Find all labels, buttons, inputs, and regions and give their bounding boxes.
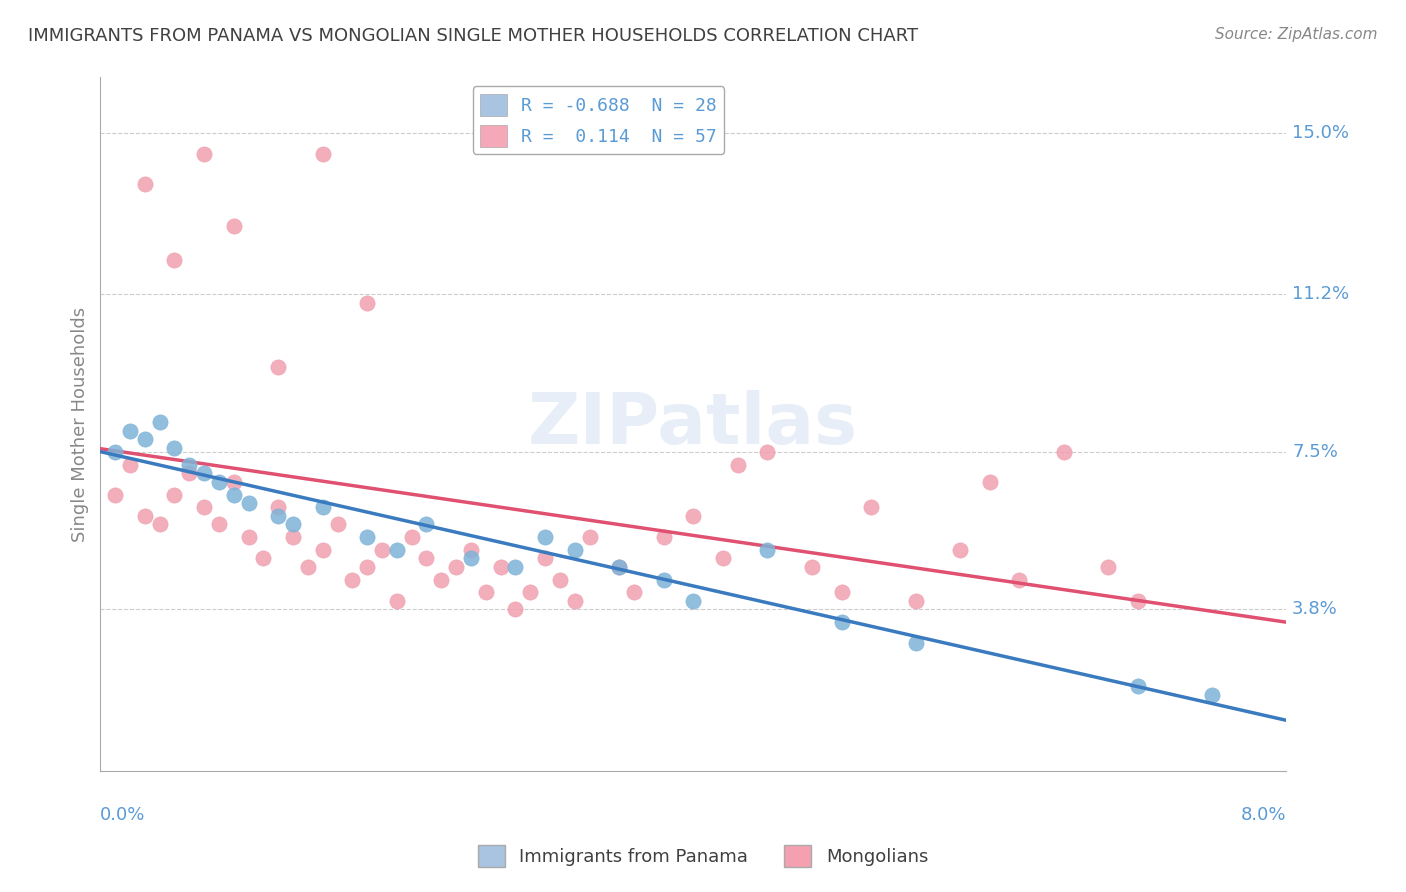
Point bbox=[222, 475, 245, 489]
Point bbox=[163, 253, 186, 268]
Text: 11.2%: 11.2% bbox=[1292, 285, 1350, 303]
Point bbox=[281, 517, 304, 532]
Point bbox=[727, 458, 749, 472]
Point bbox=[208, 517, 231, 532]
Point bbox=[489, 559, 512, 574]
Text: 0.0%: 0.0% bbox=[100, 805, 146, 824]
Point bbox=[385, 594, 408, 608]
Point bbox=[267, 359, 290, 374]
Point bbox=[193, 467, 215, 481]
Point bbox=[800, 559, 823, 574]
Point bbox=[267, 500, 290, 515]
Point bbox=[134, 177, 156, 191]
Point bbox=[904, 636, 927, 650]
Point bbox=[193, 147, 215, 161]
Point bbox=[134, 508, 156, 523]
Point bbox=[460, 542, 482, 557]
Point bbox=[548, 573, 571, 587]
Point bbox=[163, 441, 186, 455]
Point bbox=[534, 551, 557, 566]
Point bbox=[860, 500, 883, 515]
Legend: Immigrants from Panama, Mongolians: Immigrants from Panama, Mongolians bbox=[471, 838, 935, 874]
Point bbox=[415, 517, 437, 532]
Point bbox=[281, 530, 304, 544]
Point bbox=[1126, 679, 1149, 693]
Point bbox=[430, 573, 453, 587]
Point bbox=[652, 530, 675, 544]
Text: IMMIGRANTS FROM PANAMA VS MONGOLIAN SINGLE MOTHER HOUSEHOLDS CORRELATION CHART: IMMIGRANTS FROM PANAMA VS MONGOLIAN SING… bbox=[28, 27, 918, 45]
Point bbox=[401, 530, 423, 544]
Point bbox=[385, 542, 408, 557]
Text: 8.0%: 8.0% bbox=[1240, 805, 1286, 824]
Point bbox=[193, 500, 215, 515]
Point bbox=[505, 602, 527, 616]
Point bbox=[118, 458, 141, 472]
Point bbox=[312, 147, 335, 161]
Text: 15.0%: 15.0% bbox=[1292, 124, 1350, 142]
Point bbox=[623, 585, 645, 599]
Point bbox=[134, 432, 156, 446]
Point bbox=[460, 551, 482, 566]
Point bbox=[118, 424, 141, 438]
Point bbox=[607, 559, 630, 574]
Point bbox=[904, 594, 927, 608]
Point bbox=[682, 508, 704, 523]
Point bbox=[342, 573, 364, 587]
Point bbox=[1008, 573, 1031, 587]
Point bbox=[222, 219, 245, 234]
Point bbox=[252, 551, 274, 566]
Point bbox=[104, 445, 127, 459]
Point bbox=[179, 467, 201, 481]
Point bbox=[238, 530, 260, 544]
Point bbox=[756, 542, 779, 557]
Point bbox=[1201, 688, 1223, 702]
Point bbox=[208, 475, 231, 489]
Point bbox=[756, 445, 779, 459]
Point bbox=[1053, 445, 1076, 459]
Point bbox=[312, 542, 335, 557]
Point bbox=[312, 500, 335, 515]
Point bbox=[564, 594, 586, 608]
Point bbox=[356, 559, 378, 574]
Point bbox=[179, 458, 201, 472]
Text: 7.5%: 7.5% bbox=[1292, 443, 1339, 461]
Text: ZIPatlas: ZIPatlas bbox=[529, 390, 858, 458]
Point bbox=[415, 551, 437, 566]
Point bbox=[831, 615, 853, 630]
Point bbox=[444, 559, 467, 574]
Point bbox=[505, 559, 527, 574]
Legend: R = -0.688  N = 28, R =  0.114  N = 57: R = -0.688 N = 28, R = 0.114 N = 57 bbox=[472, 87, 724, 154]
Point bbox=[326, 517, 349, 532]
Point bbox=[607, 559, 630, 574]
Point bbox=[1097, 559, 1119, 574]
Point bbox=[682, 594, 704, 608]
Point bbox=[297, 559, 319, 574]
Point bbox=[711, 551, 734, 566]
Point bbox=[104, 487, 127, 501]
Point bbox=[238, 496, 260, 510]
Point bbox=[564, 542, 586, 557]
Y-axis label: Single Mother Households: Single Mother Households bbox=[72, 307, 89, 541]
Point bbox=[534, 530, 557, 544]
Point bbox=[1126, 594, 1149, 608]
Point bbox=[519, 585, 541, 599]
Point bbox=[163, 487, 186, 501]
Point bbox=[149, 517, 172, 532]
Point bbox=[831, 585, 853, 599]
Point bbox=[267, 508, 290, 523]
Point bbox=[356, 530, 378, 544]
Point bbox=[652, 573, 675, 587]
Point bbox=[356, 296, 378, 310]
Text: Source: ZipAtlas.com: Source: ZipAtlas.com bbox=[1215, 27, 1378, 42]
Text: 3.8%: 3.8% bbox=[1292, 600, 1339, 618]
Point bbox=[979, 475, 1001, 489]
Point bbox=[149, 415, 172, 429]
Point bbox=[578, 530, 600, 544]
Point bbox=[371, 542, 394, 557]
Point bbox=[474, 585, 496, 599]
Point bbox=[222, 487, 245, 501]
Point bbox=[949, 542, 972, 557]
